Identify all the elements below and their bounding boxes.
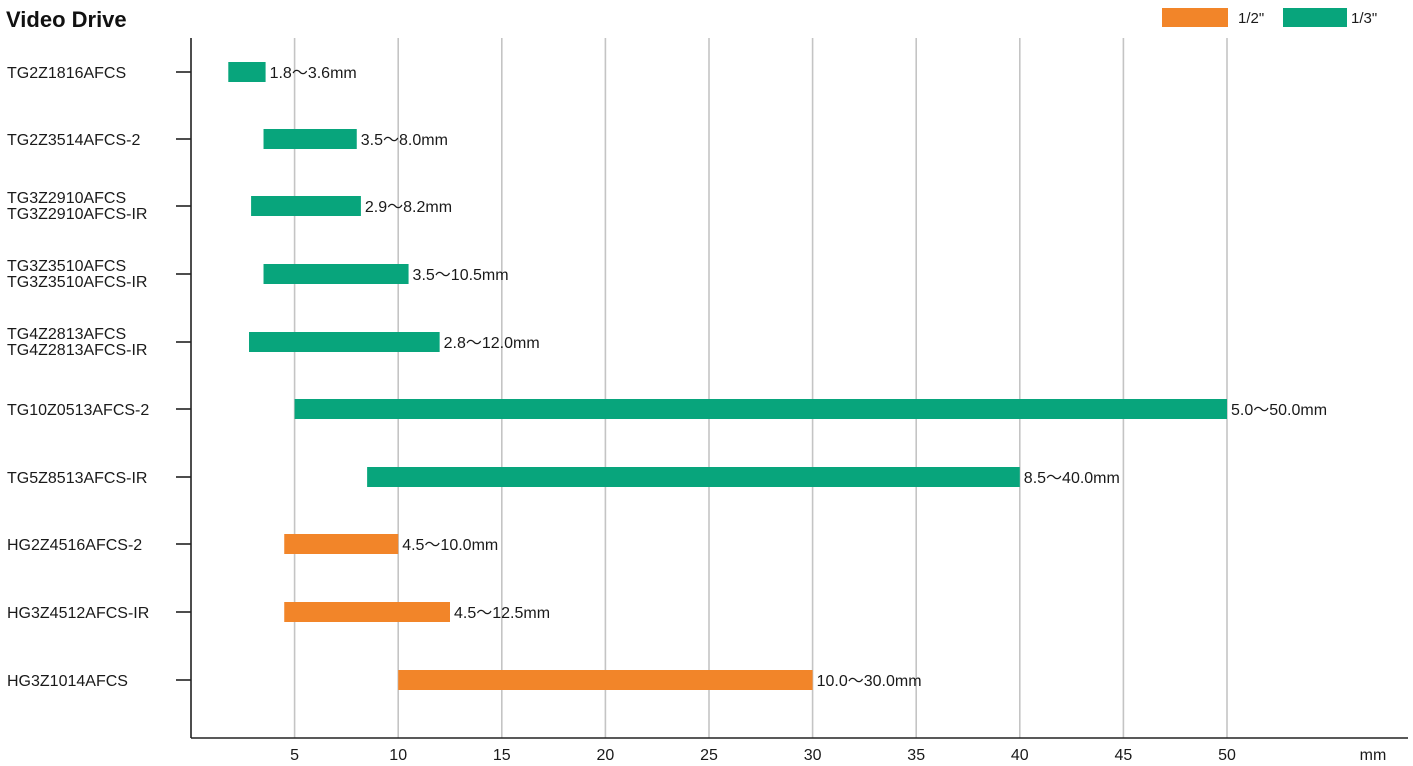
category-label: HG2Z4516AFCS-2 (7, 537, 142, 554)
range-bar (228, 62, 266, 82)
x-tick-label: 50 (1218, 747, 1236, 764)
legend-label: 1/2" (1238, 10, 1264, 27)
category-label: TG2Z1816AFCS (7, 65, 126, 82)
category-label: HG3Z1014AFCS (7, 673, 128, 690)
row: TG2Z1816AFCS 1.8〜3.6mm (7, 62, 357, 82)
x-tick-label: 35 (907, 747, 925, 764)
x-tick-label: 40 (1011, 747, 1029, 764)
row: HG3Z1014AFCS 10.0〜30.0mm (7, 670, 922, 690)
data-label: 2.9〜8.2mm (365, 199, 452, 216)
x-tick-label: 20 (597, 747, 615, 764)
row: HG2Z4516AFCS-2 4.5〜10.0mm (7, 534, 498, 554)
data-label: 5.0〜50.0mm (1231, 402, 1327, 419)
range-bar (263, 129, 357, 149)
category-label: TG10Z0513AFCS-2 (7, 402, 149, 419)
range-bar (294, 399, 1228, 419)
row: TG5Z8513AFCS-IR 8.5〜40.0mm (7, 467, 1120, 487)
range-bar (398, 670, 813, 690)
x-tick-label: 45 (1115, 747, 1133, 764)
x-tick-label: 25 (700, 747, 718, 764)
legend-swatch (1162, 8, 1228, 27)
range-bar (284, 602, 450, 622)
x-tick-label: 15 (493, 747, 511, 764)
category-label: TG2Z3514AFCS-2 (7, 132, 140, 149)
range-bar (251, 196, 361, 216)
x-tick-label: 10 (389, 747, 407, 764)
data-label: 2.8〜12.0mm (444, 335, 540, 352)
x-axis-ticks: 5 10 15 20 25 30 35 40 45 50 (290, 747, 1236, 764)
data-label: 3.5〜8.0mm (361, 132, 448, 149)
category-label: TG3Z2910AFCS-IR (7, 206, 147, 223)
category-label: TG5Z8513AFCS-IR (7, 470, 147, 487)
rows: TG2Z1816AFCS 1.8〜3.6mm TG2Z3514AFCS-2 3.5〜8… (7, 62, 1327, 690)
x-axis-unit-label: mm (1360, 747, 1387, 764)
data-label: 3.5〜10.5mm (413, 267, 509, 284)
category-label: TG4Z2813AFCS-IR (7, 342, 147, 359)
grid-lines (293, 38, 1228, 738)
range-bar (367, 467, 1020, 487)
range-bar (263, 264, 409, 284)
row: HG3Z4512AFCS-IR 4.5〜12.5mm (7, 602, 550, 622)
data-label: 4.5〜12.5mm (454, 605, 550, 622)
legend-label: 1/3" (1351, 10, 1377, 27)
data-label: 4.5〜10.0mm (402, 537, 498, 554)
legend: 1/2" 1/3" (1162, 8, 1377, 27)
data-label: 8.5〜40.0mm (1024, 470, 1120, 487)
data-label: 10.0〜30.0mm (817, 673, 922, 690)
row: TG10Z0513AFCS-2 5.0〜50.0mm (7, 399, 1327, 419)
x-tick-label: 5 (290, 747, 299, 764)
legend-swatch (1283, 8, 1347, 27)
data-label: 1.8〜3.6mm (270, 65, 357, 82)
category-label: TG3Z3510AFCS-IR (7, 274, 147, 291)
category-label: HG3Z4512AFCS-IR (7, 605, 149, 622)
category-label: TG3Z2910AFCS (7, 190, 126, 207)
x-tick-label: 30 (804, 747, 822, 764)
row: TG2Z3514AFCS-2 3.5〜8.0mm (7, 129, 448, 149)
category-label: TG4Z2813AFCS (7, 326, 126, 343)
range-bar (249, 332, 440, 352)
range-bar (284, 534, 399, 554)
chart-title: Video Drive (6, 7, 127, 32)
category-label: TG3Z3510AFCS (7, 258, 126, 275)
